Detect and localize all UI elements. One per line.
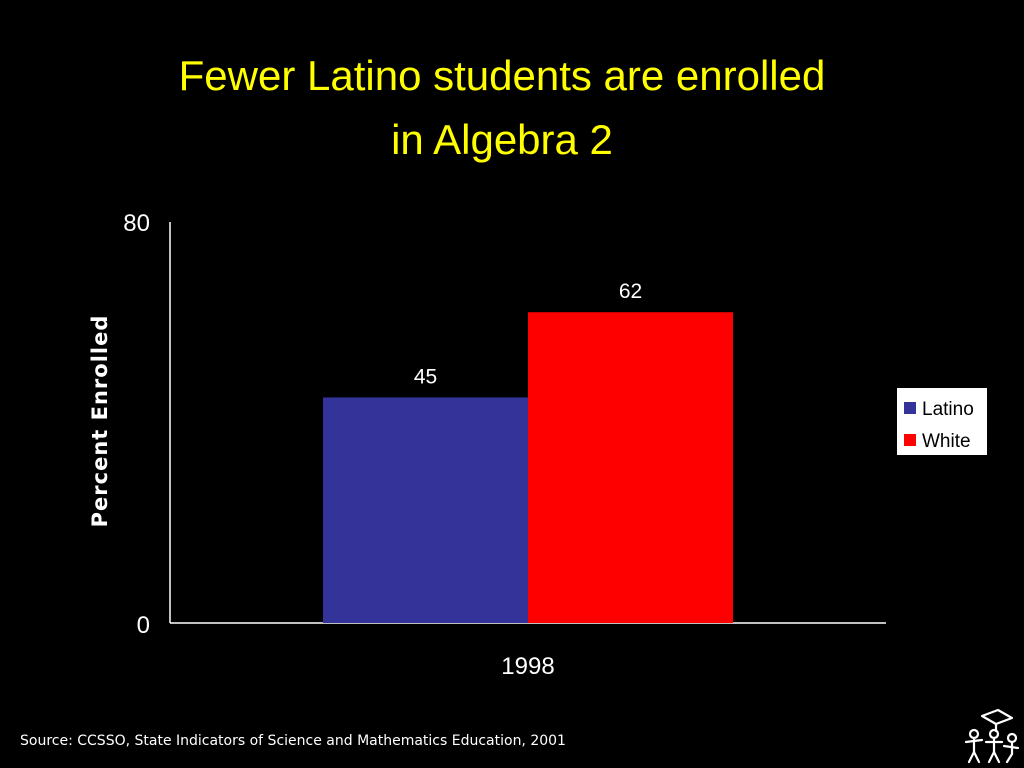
title-line-2: in Algebra 2 — [391, 116, 613, 163]
chart-axes: 0 80 1998 Percent Enrolled — [88, 210, 886, 680]
data-label-white: 62 — [619, 280, 642, 303]
legend-swatch-latino — [904, 402, 916, 414]
y-tick-label-0: 0 — [137, 612, 150, 639]
legend-label-latino: Latino — [922, 399, 974, 420]
y-axis-title: Percent Enrolled — [88, 315, 112, 528]
legend-swatch-white — [904, 434, 916, 446]
data-label-latino: 45 — [414, 365, 437, 388]
bar-latino — [323, 397, 528, 623]
bar-white — [528, 312, 733, 623]
students-graduation-icon — [964, 708, 1020, 764]
slide-title: Fewer Latino students are enrolled in Al… — [0, 44, 1004, 172]
source-citation: Source: CCSSO, State Indicators of Scien… — [20, 733, 566, 749]
x-tick-label-1998: 1998 — [501, 653, 554, 680]
chart-legend: Latino White — [897, 388, 987, 455]
bar-series-group: 45 62 — [323, 280, 733, 623]
legend-label-white: White — [922, 431, 971, 452]
title-line-1: Fewer Latino students are enrolled — [178, 52, 826, 99]
y-tick-label-80: 80 — [123, 210, 150, 237]
